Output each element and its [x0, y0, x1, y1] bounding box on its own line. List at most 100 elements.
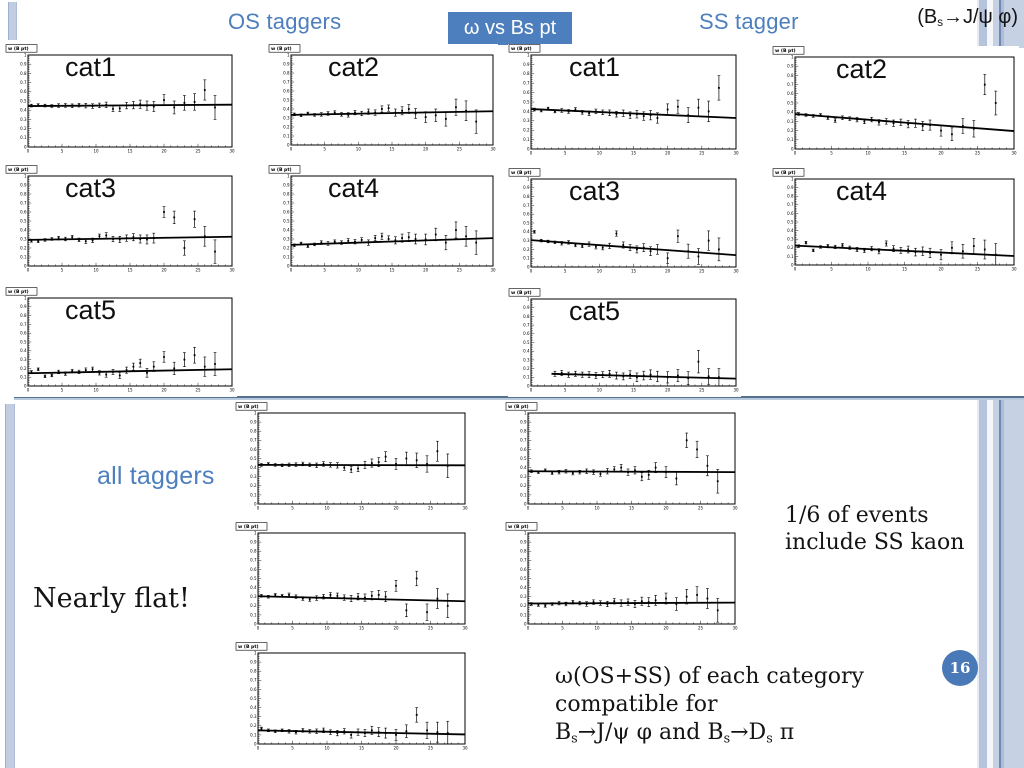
svg-text:0: 0 [257, 626, 260, 631]
svg-text:0.2: 0.2 [523, 247, 530, 252]
svg-text:0: 0 [257, 506, 260, 511]
svg-text:0.3: 0.3 [523, 357, 530, 362]
svg-text:w (B pt): w (B pt) [238, 404, 259, 410]
svg-text:0.9: 0.9 [250, 540, 257, 545]
svg-text:0.9: 0.9 [787, 185, 794, 190]
svg-text:0.9: 0.9 [523, 62, 530, 67]
svg-text:1: 1 [524, 410, 527, 415]
plot-all-mid-1: 0 0.1 0.2 0.3 0.4 0.5 0.6 0.7 0.8 0.9 1 0 5 10 15 20 25 3… [235, 402, 470, 515]
svg-text:0.9: 0.9 [250, 660, 257, 665]
svg-text:0.1: 0.1 [520, 612, 527, 617]
svg-text:w (B pt): w (B pt) [238, 644, 259, 650]
svg-text:0.2: 0.2 [523, 128, 530, 133]
svg-text:0.4: 0.4 [283, 227, 290, 232]
svg-text:0.6: 0.6 [20, 209, 27, 214]
svg-text:5: 5 [561, 626, 564, 631]
svg-text:5: 5 [61, 268, 64, 273]
svg-text:30: 30 [733, 151, 739, 156]
svg-text:0.2: 0.2 [520, 603, 527, 608]
svg-text:0.6: 0.6 [250, 447, 257, 452]
svg-text:0: 0 [24, 144, 27, 149]
svg-text:0.3: 0.3 [20, 117, 27, 122]
svg-text:0: 0 [257, 746, 260, 751]
svg-text:0.9: 0.9 [250, 420, 257, 425]
svg-text:10: 10 [597, 151, 603, 156]
svg-text:0.4: 0.4 [250, 705, 257, 710]
svg-text:25: 25 [195, 388, 201, 393]
plot-ss-cat1: 0 0.1 0.2 0.3 0.4 0.5 0.6 0.7 0.8 0.9 1 0 5 10 15 20 25 3… [508, 44, 741, 160]
svg-text:15: 15 [389, 268, 395, 273]
svg-text:0: 0 [254, 501, 257, 506]
svg-text:10: 10 [356, 268, 362, 273]
svg-text:0: 0 [794, 267, 797, 272]
svg-text:10: 10 [594, 506, 600, 511]
svg-text:0.7: 0.7 [523, 203, 530, 208]
svg-text:25: 25 [428, 746, 434, 751]
svg-text:0.2: 0.2 [283, 245, 290, 250]
svg-text:0.2: 0.2 [787, 128, 794, 133]
svg-text:0.3: 0.3 [520, 594, 527, 599]
svg-text:w (B pt): w (B pt) [238, 524, 259, 530]
ss-kaon-note: 1/6 of events include SS kaon [785, 503, 965, 555]
svg-text:5: 5 [564, 269, 567, 274]
os-cat4-label: cat4 [328, 173, 380, 203]
svg-text:0.1: 0.1 [283, 254, 290, 259]
svg-text:5: 5 [830, 267, 833, 272]
svg-text:1: 1 [527, 296, 530, 301]
svg-text:0.8: 0.8 [520, 429, 527, 434]
ss-tagger-heading: SS tagger [699, 9, 799, 34]
section-divider-line [14, 396, 1024, 400]
svg-text:20: 20 [938, 267, 944, 272]
svg-text:30: 30 [732, 626, 738, 631]
left-bar-decoration-bottom [5, 404, 15, 768]
svg-text:0.4: 0.4 [787, 110, 794, 115]
svg-text:25: 25 [428, 506, 434, 511]
svg-text:15: 15 [902, 267, 908, 272]
svg-text:20: 20 [663, 626, 669, 631]
right-stripe-decoration-top [977, 0, 1024, 48]
os-cat2-label: cat2 [328, 52, 380, 82]
svg-text:20: 20 [938, 151, 944, 156]
svg-text:0.7: 0.7 [523, 81, 530, 86]
svg-text:20: 20 [393, 626, 399, 631]
svg-text:0.9: 0.9 [523, 305, 530, 310]
plot-ss-cat2: 0 0.1 0.2 0.3 0.4 0.5 0.6 0.7 0.8 0.9 1 0 5 10 15 20 25 3… [772, 46, 1019, 160]
svg-text:10: 10 [93, 268, 99, 273]
svg-text:5: 5 [564, 388, 567, 393]
svg-text:0.4: 0.4 [250, 585, 257, 590]
svg-text:0.9: 0.9 [20, 182, 27, 187]
svg-text:0.7: 0.7 [250, 438, 257, 443]
svg-text:0.6: 0.6 [20, 331, 27, 336]
svg-text:0.8: 0.8 [20, 71, 27, 76]
svg-text:0.3: 0.3 [523, 118, 530, 123]
svg-text:25: 25 [195, 268, 201, 273]
svg-text:10: 10 [597, 388, 603, 393]
svg-text:w (B pt): w (B pt) [775, 48, 796, 54]
ss-cat3-label: cat3 [569, 176, 621, 206]
svg-text:0.5: 0.5 [787, 100, 794, 105]
all-mid-3-chart: 00.10.20.30.40.50.60.70.80.910 5 10 15 20 25 3… [235, 642, 468, 751]
svg-text:1: 1 [254, 530, 257, 535]
ss-cat1-label: cat1 [569, 52, 621, 82]
svg-text:0.6: 0.6 [283, 209, 290, 214]
svg-text:0: 0 [527, 626, 530, 631]
svg-text:15: 15 [631, 388, 637, 393]
svg-text:10: 10 [93, 388, 99, 393]
plot-os-cat5: 0 0.1 0.2 0.3 0.4 0.5 0.6 0.7 0.8 0.9 1 0 5 10 15 20 25 3… [5, 287, 237, 397]
svg-text:10: 10 [324, 746, 330, 751]
svg-text:25: 25 [428, 626, 434, 631]
plot-all-right-1: 0 0.1 0.2 0.3 0.4 0.5 0.6 0.7 0.8 0.9 1 0 5 10 15 20 25 3… [505, 402, 740, 515]
plot-ss-cat3: 0 0.1 0.2 0.3 0.4 0.5 0.6 0.7 0.8 0.9 1 0 5 10 15 20 25 3… [508, 168, 741, 278]
svg-text:1: 1 [791, 54, 794, 59]
svg-text:0.7: 0.7 [250, 678, 257, 683]
svg-text:0: 0 [287, 263, 290, 268]
svg-text:10: 10 [597, 269, 603, 274]
svg-text:20: 20 [665, 269, 671, 274]
svg-text:0.3: 0.3 [20, 357, 27, 362]
svg-text:0.1: 0.1 [20, 135, 27, 140]
svg-text:0: 0 [524, 501, 527, 506]
svg-text:0.3: 0.3 [283, 115, 290, 120]
svg-text:0.4: 0.4 [20, 348, 27, 353]
svg-text:0: 0 [791, 146, 794, 151]
svg-text:0: 0 [27, 149, 30, 154]
